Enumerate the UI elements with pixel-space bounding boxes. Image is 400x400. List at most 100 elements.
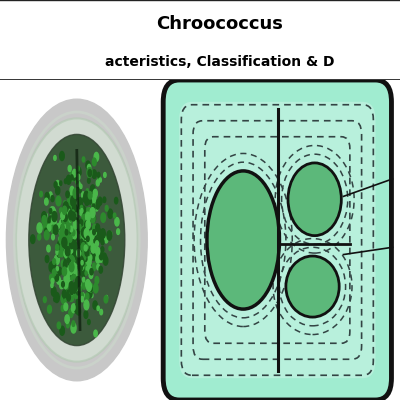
Circle shape — [92, 214, 95, 220]
Circle shape — [101, 213, 106, 222]
Circle shape — [100, 200, 102, 204]
Circle shape — [64, 201, 66, 206]
Circle shape — [66, 211, 71, 220]
Circle shape — [84, 245, 87, 251]
Circle shape — [81, 220, 84, 224]
Circle shape — [82, 273, 84, 278]
Circle shape — [70, 248, 72, 253]
Circle shape — [74, 292, 78, 299]
Circle shape — [88, 192, 92, 199]
Circle shape — [38, 234, 41, 240]
Circle shape — [86, 189, 88, 193]
Circle shape — [82, 263, 87, 272]
Circle shape — [40, 192, 42, 197]
Circle shape — [98, 197, 102, 205]
Circle shape — [76, 245, 80, 253]
Circle shape — [68, 241, 72, 249]
Circle shape — [84, 210, 88, 218]
Circle shape — [72, 250, 74, 254]
Circle shape — [72, 206, 76, 212]
Circle shape — [97, 229, 102, 239]
Circle shape — [51, 278, 54, 284]
Circle shape — [60, 236, 63, 241]
Circle shape — [57, 249, 60, 255]
Circle shape — [66, 319, 69, 324]
Circle shape — [79, 256, 83, 264]
Circle shape — [64, 250, 68, 259]
Circle shape — [93, 301, 97, 310]
Circle shape — [101, 239, 104, 245]
Circle shape — [88, 236, 90, 240]
Circle shape — [69, 217, 72, 222]
Circle shape — [93, 263, 95, 268]
Circle shape — [103, 256, 108, 265]
Circle shape — [74, 242, 77, 248]
Circle shape — [64, 179, 67, 184]
Circle shape — [92, 170, 96, 178]
Circle shape — [104, 296, 108, 303]
Circle shape — [66, 225, 70, 231]
Circle shape — [88, 208, 91, 214]
Circle shape — [70, 232, 73, 236]
Circle shape — [67, 206, 70, 213]
Circle shape — [92, 224, 96, 232]
Circle shape — [90, 230, 94, 238]
Circle shape — [78, 171, 81, 175]
Circle shape — [56, 266, 58, 271]
Circle shape — [77, 228, 80, 232]
Circle shape — [92, 252, 96, 260]
Circle shape — [64, 218, 67, 224]
Circle shape — [78, 198, 82, 204]
Circle shape — [66, 208, 68, 214]
Circle shape — [57, 322, 60, 329]
Circle shape — [85, 248, 89, 256]
Circle shape — [63, 202, 68, 212]
Circle shape — [86, 236, 89, 242]
Circle shape — [58, 267, 62, 275]
Circle shape — [95, 276, 99, 284]
Circle shape — [115, 218, 119, 226]
Circle shape — [74, 218, 78, 224]
Circle shape — [64, 294, 68, 301]
Circle shape — [85, 271, 87, 275]
Circle shape — [76, 268, 80, 276]
Circle shape — [76, 255, 79, 262]
Circle shape — [84, 311, 88, 318]
Circle shape — [79, 223, 83, 230]
Circle shape — [63, 237, 66, 243]
Circle shape — [84, 224, 88, 230]
Circle shape — [61, 212, 64, 220]
Circle shape — [91, 244, 96, 253]
Circle shape — [76, 175, 79, 180]
Circle shape — [70, 226, 73, 232]
Circle shape — [70, 262, 72, 266]
Circle shape — [64, 234, 66, 238]
Circle shape — [64, 275, 68, 283]
Circle shape — [42, 212, 46, 222]
Circle shape — [64, 238, 68, 246]
Circle shape — [45, 222, 49, 232]
Circle shape — [83, 250, 88, 258]
Circle shape — [89, 271, 93, 278]
Circle shape — [81, 293, 83, 298]
Circle shape — [82, 243, 85, 250]
Circle shape — [76, 270, 79, 276]
Circle shape — [61, 225, 64, 230]
Circle shape — [73, 256, 76, 264]
Circle shape — [64, 211, 66, 216]
Circle shape — [81, 244, 84, 251]
Circle shape — [61, 224, 64, 230]
Text: Chroococcus: Chroococcus — [156, 15, 284, 33]
Circle shape — [64, 238, 69, 247]
Circle shape — [90, 287, 92, 291]
Ellipse shape — [6, 99, 147, 381]
Circle shape — [96, 260, 99, 265]
Circle shape — [68, 262, 72, 268]
Circle shape — [91, 227, 93, 231]
Circle shape — [59, 250, 62, 256]
Circle shape — [101, 253, 106, 263]
Circle shape — [86, 208, 91, 218]
Circle shape — [70, 256, 73, 263]
Circle shape — [74, 218, 76, 222]
Circle shape — [70, 282, 74, 289]
